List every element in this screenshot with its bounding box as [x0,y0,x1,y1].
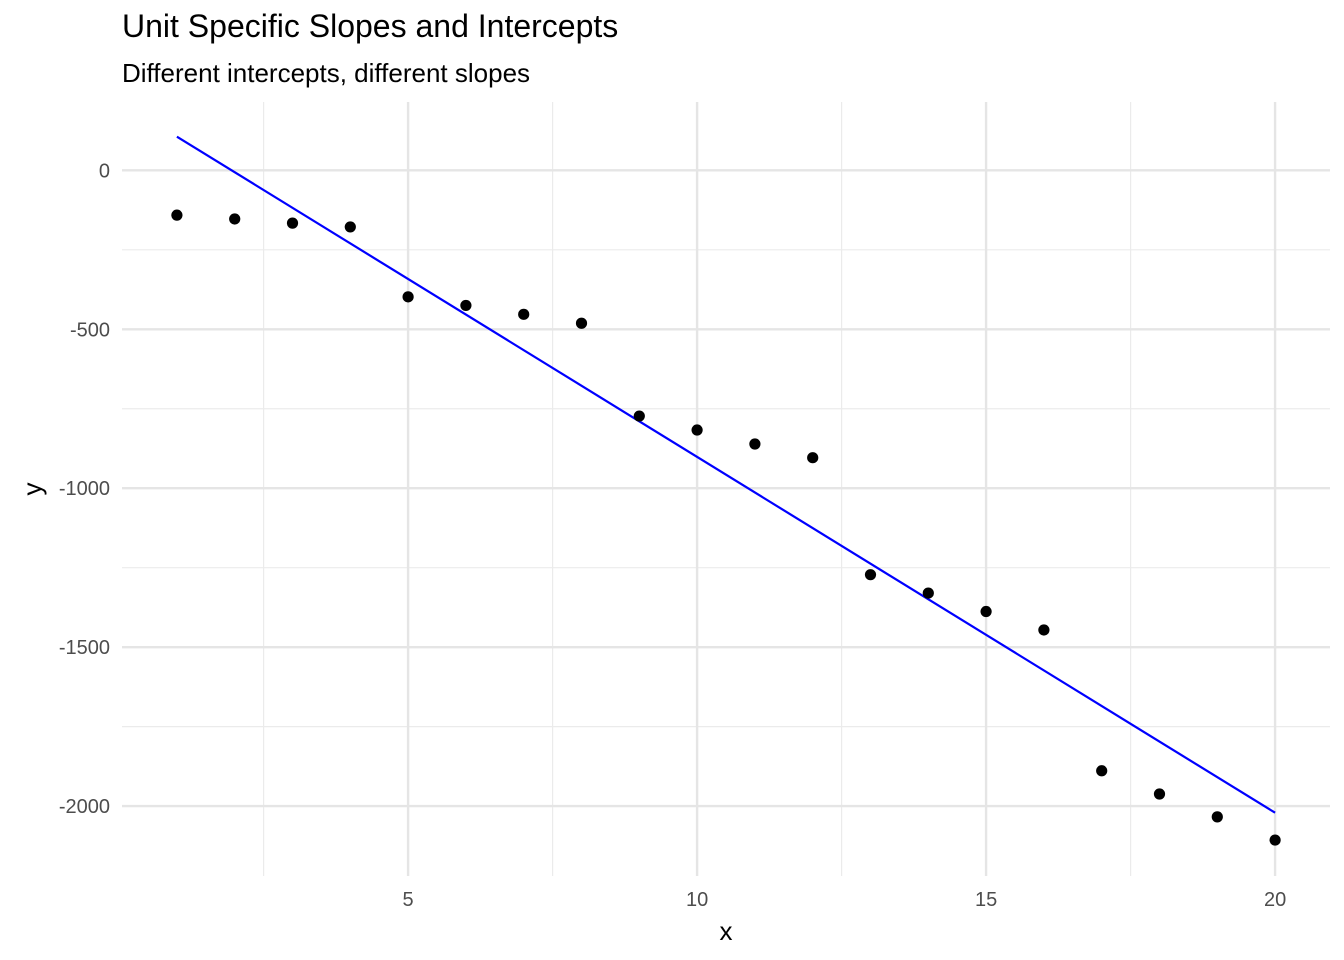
data-point [1153,788,1166,800]
x-tick-label: 5 [403,889,414,911]
x-axis-title: x [720,916,733,946]
data-point [980,605,992,618]
y-axis-tick-labels: 0 -500 -1000 -1500 -2000 [59,160,110,818]
x-tick-label: 10 [686,889,708,911]
y-tick-label: -1500 [59,637,110,659]
data-point [460,299,472,312]
data-point [691,424,703,436]
x-tick-label: 15 [975,889,997,911]
y-tick-label: -1000 [59,478,110,500]
data-point [749,438,761,450]
data-point [229,213,241,225]
y-tick-label: -2000 [59,796,110,818]
data-point [518,308,530,320]
fit-line-layer [176,135,1276,814]
data-point [864,569,877,581]
y-tick-label: 0 [99,160,110,182]
data-point [286,217,299,229]
y-axis-title: y [17,483,47,496]
data-point [171,209,183,221]
x-tick-label: 20 [1264,889,1286,911]
major-gridlines [122,102,1330,876]
x-axis-tick-labels: 5 10 15 20 [403,889,1287,911]
data-point [1038,624,1050,636]
chart-title: Unit Specific Slopes and Intercepts [122,8,619,44]
data-point [922,587,934,599]
chart-subtitle: Different intercepts, different slopes [122,58,531,88]
data-points-layer [171,209,1281,846]
data-point [402,291,414,303]
data-point [1269,834,1281,846]
data-point [1211,811,1223,823]
data-point [575,317,588,329]
data-point [344,221,356,233]
y-tick-label: -500 [70,319,110,341]
data-point [807,452,819,464]
data-point [1096,765,1108,777]
data-point [633,410,645,422]
fit-line [176,135,1276,814]
